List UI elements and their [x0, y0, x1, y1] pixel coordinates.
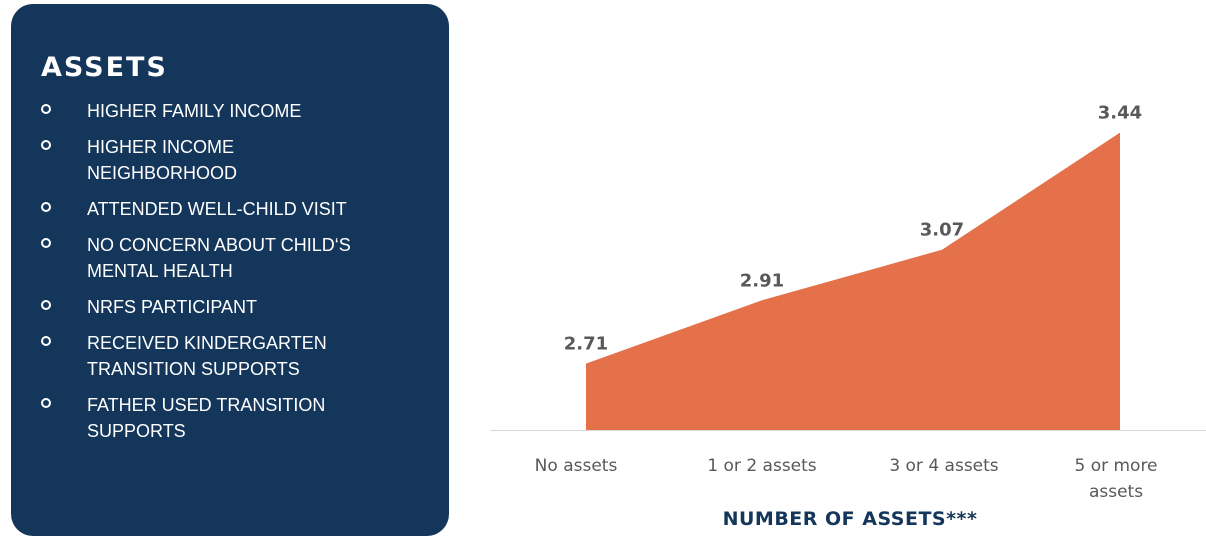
circle-bullet-icon	[41, 104, 51, 114]
circle-bullet-icon	[41, 202, 51, 212]
list-item: NRFS PARTICIPANT	[41, 294, 429, 320]
area-chart: 2.71 2.91 3.07 3.44 No assets 1 or 2 assets 3 …	[460, 0, 1206, 541]
assets-panel: ASSETS HIGHER FAMILY INCOME HIGHER INCOM…	[11, 4, 449, 536]
asset-label: HIGHER INCOME NEIGHBORHOOD	[87, 137, 238, 183]
x-tick-label: No assets	[535, 456, 618, 476]
asset-label: RECEIVED KINDERGARTEN TRANSITION SUPPORT…	[87, 333, 327, 379]
data-label: 2.71	[564, 334, 608, 355]
list-item: NO CONCERN ABOUT CHILD‘S MENTAL HEALTH	[41, 232, 429, 284]
asset-label: NRFS PARTICIPANT	[87, 297, 258, 317]
asset-list: HIGHER FAMILY INCOME HIGHER INCOME NEIGH…	[41, 98, 429, 444]
circle-bullet-icon	[41, 336, 51, 346]
list-item: RECEIVED KINDERGARTEN TRANSITION SUPPORT…	[41, 330, 429, 382]
list-item: FATHER USED TRANSITION SUPPORTS	[41, 392, 429, 444]
x-tick-label: 1 or 2 assets	[707, 456, 816, 476]
data-label: 3.07	[920, 220, 964, 241]
data-label: 3.44	[1098, 103, 1142, 124]
data-label: 2.91	[740, 270, 784, 291]
asset-label: NO CONCERN ABOUT CHILD‘S MENTAL HEALTH	[87, 235, 351, 281]
asset-label: ATTENDED WELL-CHILD VISIT	[87, 199, 347, 219]
asset-label: HIGHER FAMILY INCOME	[87, 101, 302, 121]
circle-bullet-icon	[41, 398, 51, 408]
list-item: HIGHER INCOME NEIGHBORHOOD	[41, 134, 429, 186]
list-item: ATTENDED WELL-CHILD VISIT	[41, 196, 429, 222]
circle-bullet-icon	[41, 238, 51, 248]
area-series	[586, 132, 1120, 430]
chart-canvas: 2.71 2.91 3.07 3.44 No assets 1 or 2 assets 3 …	[490, 103, 1206, 502]
panel-title: ASSETS	[41, 52, 168, 83]
circle-bullet-icon	[41, 300, 51, 310]
x-tick-label: 3 or 4 assets	[889, 456, 998, 476]
list-item: HIGHER FAMILY INCOME	[41, 98, 429, 124]
x-tick-label: 5 or more assets	[1074, 456, 1157, 502]
asset-label: FATHER USED TRANSITION SUPPORTS	[87, 395, 326, 441]
circle-bullet-icon	[41, 140, 51, 150]
x-axis-title: NUMBER OF ASSETS***	[722, 508, 978, 530]
